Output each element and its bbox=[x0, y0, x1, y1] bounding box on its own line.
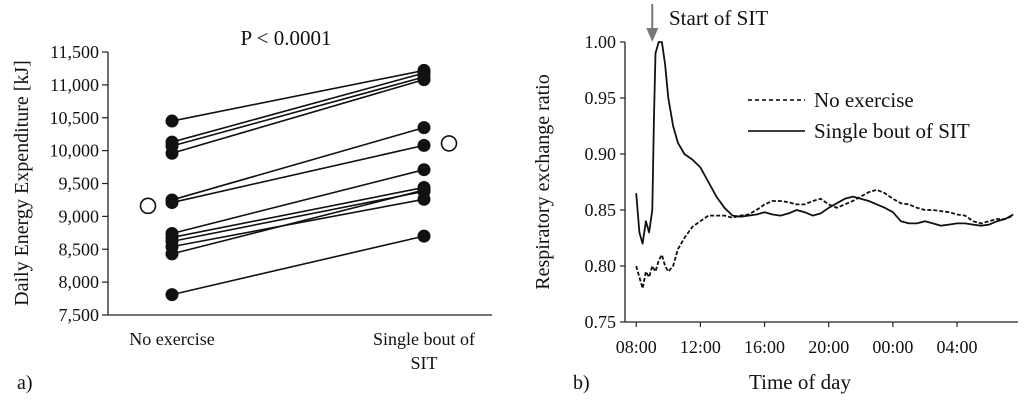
x-category-label: SIT bbox=[411, 353, 438, 373]
data-point-single-bout-of-sit bbox=[417, 192, 431, 206]
paired-line bbox=[171, 198, 425, 248]
data-point-no-exercise bbox=[165, 114, 179, 128]
y-tick-label: 9,000 bbox=[59, 206, 100, 226]
y-tick-label: 10,500 bbox=[50, 108, 100, 128]
panel-a-annotation: P < 0.0001 bbox=[241, 26, 332, 50]
panel-b-x-axis-label: Time of day bbox=[749, 370, 851, 394]
paired-line bbox=[171, 190, 425, 243]
panel-b-x-ticks: 08:00 12:00 16:00 20:00 00:00 04:00 bbox=[616, 322, 978, 357]
panel-a: 7,500 8,000 8,500 9,000 9,500 10,000 10,500 11,… bbox=[11, 26, 492, 394]
y-tick-label: 7,500 bbox=[59, 305, 100, 325]
panel-b: 0.75 0.80 0.85 0.90 0.95 1.00 08:00 12:00 16:00… bbox=[532, 4, 1018, 394]
y-tick-label: 8,500 bbox=[59, 239, 100, 259]
x-category-label: Single bout of bbox=[373, 329, 475, 349]
panel-a-points bbox=[165, 63, 431, 302]
series-line-no-exercise bbox=[635, 188, 1014, 290]
data-point-single-bout-of-sit bbox=[417, 121, 431, 135]
panel-a-paired-lines bbox=[171, 69, 425, 296]
data-point-no-exercise bbox=[165, 196, 179, 210]
data-point-single-bout-of-sit bbox=[417, 73, 431, 87]
legend-label-no-exercise: No exercise bbox=[814, 88, 914, 112]
paired-line bbox=[171, 126, 425, 201]
panel-a-label: a) bbox=[17, 372, 33, 394]
y-tick-label: 9,500 bbox=[59, 174, 100, 194]
y-tick-label: 0.95 bbox=[585, 88, 617, 108]
y-tick-label: 0.80 bbox=[585, 256, 617, 276]
y-tick-label: 11,500 bbox=[50, 42, 99, 62]
data-point-single-bout-of-sit bbox=[417, 138, 431, 152]
panel-a-y-ticks: 7,500 8,000 8,500 9,000 9,500 10,000 10,500 11,… bbox=[50, 42, 108, 325]
panel-b-y-axis-label: Respiratory exchange ratio bbox=[532, 74, 554, 289]
paired-line bbox=[171, 189, 425, 255]
x-tick-label: 08:00 bbox=[616, 337, 657, 357]
y-tick-label: 11,000 bbox=[50, 75, 99, 95]
x-tick-label: 20:00 bbox=[808, 337, 849, 357]
data-point-no-exercise bbox=[165, 247, 179, 261]
panel-b-y-ticks: 0.75 0.80 0.85 0.90 0.95 1.00 bbox=[585, 32, 625, 332]
paired-line bbox=[171, 186, 425, 239]
panel-a-means bbox=[139, 135, 458, 215]
y-tick-label: 1.00 bbox=[585, 32, 617, 52]
paired-line bbox=[171, 76, 425, 147]
y-tick-label: 0.90 bbox=[585, 144, 617, 164]
data-point-single-bout-of-sit bbox=[417, 183, 431, 197]
start-of-sit-arrow-head bbox=[646, 28, 659, 42]
x-category-label: No exercise bbox=[129, 329, 214, 349]
data-point-no-exercise bbox=[165, 288, 179, 302]
paired-line bbox=[171, 72, 425, 143]
y-tick-label: 10,000 bbox=[50, 141, 100, 161]
paired-line bbox=[171, 168, 425, 235]
data-point-single-bout-of-sit bbox=[417, 163, 431, 177]
panel-a-x-category-labels: No exercise Single bout of SIT bbox=[129, 329, 475, 373]
panel-b-series bbox=[635, 41, 1014, 290]
panel-a-y-axis-label: Daily Energy Expenditure [kJ] bbox=[11, 60, 33, 306]
x-tick-label: 12:00 bbox=[680, 337, 721, 357]
paired-line bbox=[171, 235, 425, 296]
data-point-single-bout-of-sit bbox=[417, 229, 431, 243]
y-tick-label: 8,000 bbox=[59, 272, 100, 292]
series-line-single-bout-of-sit bbox=[635, 41, 1014, 245]
y-tick-label: 0.85 bbox=[585, 200, 617, 220]
paired-line bbox=[171, 78, 425, 155]
panel-b-label: b) bbox=[573, 372, 590, 394]
data-point-no-exercise bbox=[165, 146, 179, 160]
x-tick-label: 16:00 bbox=[744, 337, 785, 357]
x-tick-label: 00:00 bbox=[872, 337, 913, 357]
start-of-sit-annotation: Start of SIT bbox=[669, 6, 768, 30]
y-tick-label: 0.75 bbox=[585, 312, 617, 332]
x-tick-label: 04:00 bbox=[937, 337, 978, 357]
mean-marker bbox=[139, 197, 157, 215]
legend-label-single-bout-of-sit: Single bout of SIT bbox=[814, 119, 970, 143]
paired-line bbox=[171, 144, 425, 204]
paired-line bbox=[171, 69, 425, 122]
mean-marker bbox=[440, 135, 458, 152]
